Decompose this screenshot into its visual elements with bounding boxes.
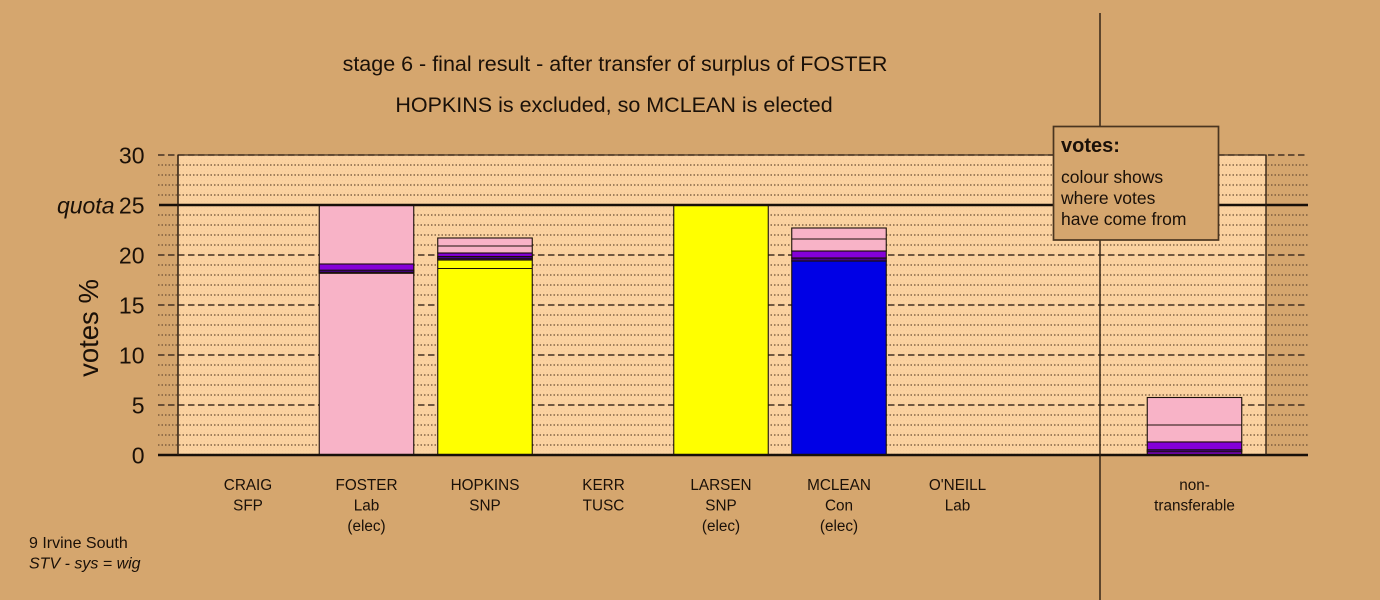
svg-text:HOPKINS is excluded, so MCLEAN: HOPKINS is excluded, so MCLEAN is electe… — [395, 93, 832, 117]
svg-text:colour shows: colour shows — [1061, 167, 1163, 187]
svg-text:Lab: Lab — [945, 498, 971, 515]
svg-text:O'NEILL: O'NEILL — [929, 477, 986, 494]
svg-text:SNP: SNP — [469, 498, 500, 515]
svg-text:15: 15 — [119, 293, 145, 319]
svg-text:(elec): (elec) — [820, 518, 858, 535]
svg-text:votes %: votes % — [73, 279, 104, 377]
svg-text:CRAIG: CRAIG — [224, 477, 272, 494]
svg-text:5: 5 — [132, 393, 145, 419]
svg-text:(elec): (elec) — [702, 518, 740, 535]
svg-text:non-: non- — [1179, 477, 1210, 494]
svg-text:KERR: KERR — [582, 477, 625, 494]
svg-text:30: 30 — [119, 143, 145, 169]
svg-text:Con: Con — [825, 498, 853, 515]
svg-text:votes:: votes: — [1061, 135, 1120, 157]
svg-text:HOPKINS: HOPKINS — [451, 477, 520, 494]
svg-text:SNP: SNP — [705, 498, 736, 515]
svg-text:FOSTER: FOSTER — [335, 477, 397, 494]
svg-text:0: 0 — [132, 443, 145, 469]
svg-text:transferable: transferable — [1154, 498, 1235, 515]
svg-text:10: 10 — [119, 343, 145, 369]
svg-text:9 Irvine South: 9 Irvine South — [29, 535, 128, 552]
svg-text:SFP: SFP — [233, 498, 263, 515]
svg-text:(elec): (elec) — [347, 518, 385, 535]
svg-text:STV - sys = wig: STV - sys = wig — [29, 556, 141, 573]
svg-text:where votes: where votes — [1060, 188, 1156, 208]
svg-text:TUSC: TUSC — [583, 498, 625, 515]
svg-text:quota: quota — [57, 193, 115, 219]
svg-text:have come from: have come from — [1061, 209, 1186, 229]
svg-text:25: 25 — [119, 193, 145, 219]
svg-text:stage 6 - final result - after: stage 6 - final result - after transfer … — [343, 52, 888, 76]
svg-text:LARSEN: LARSEN — [690, 477, 751, 494]
svg-text:Lab: Lab — [354, 498, 380, 515]
svg-text:20: 20 — [119, 243, 145, 269]
svg-text:MCLEAN: MCLEAN — [807, 477, 871, 494]
